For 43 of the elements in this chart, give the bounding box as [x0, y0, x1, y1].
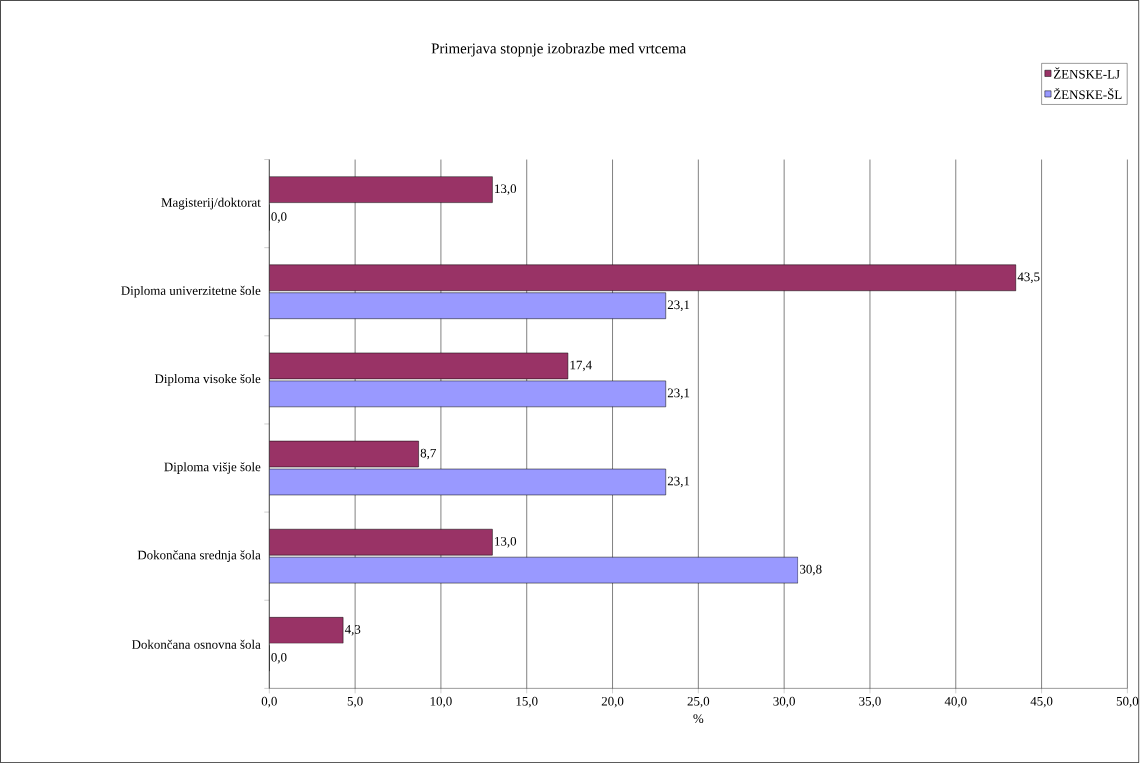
- y-tick-label: Magisterij/doktorat: [161, 197, 261, 210]
- bar: [269, 352, 569, 380]
- x-tick-label: 5,0: [347, 696, 363, 708]
- x-tick-label: 35,0: [859, 696, 881, 708]
- chart-title: Primerjava stopnje izobrazbe med vrtcema: [431, 42, 687, 57]
- bar: [269, 264, 1017, 291]
- x-tick-label: 25,0: [687, 696, 710, 708]
- y-tick-label: Diploma univerzitetne šole: [121, 285, 261, 298]
- x-tick-label: 30,0: [773, 696, 795, 708]
- legend-label: ŽENSKE-LJ: [1053, 67, 1120, 79]
- data-label: 4,3: [344, 625, 361, 636]
- y-tick-label: Diploma višje šole: [164, 462, 261, 474]
- legend-label: ŽENSKE-ŠL: [1053, 87, 1122, 100]
- data-label: 17,4: [570, 360, 592, 372]
- data-label: 0,0: [271, 212, 287, 223]
- data-label: 13,0: [495, 184, 517, 195]
- data-label: 43,5: [1017, 272, 1040, 284]
- x-axis-title: %: [693, 714, 704, 723]
- y-tick-label: Diploma visoke šole: [154, 373, 261, 386]
- data-label: 23,1: [667, 388, 690, 400]
- x-tick-label: 15,0: [516, 696, 538, 708]
- x-tick-label: 0,0: [261, 696, 277, 708]
- bar: [269, 528, 493, 556]
- bar: [269, 292, 666, 319]
- x-tick-label: 20,0: [601, 696, 624, 708]
- data-label: 13,0: [495, 536, 517, 548]
- x-tick-label: 40,0: [944, 696, 967, 708]
- bar: [269, 380, 666, 408]
- x-tick-label: 50,0: [1116, 696, 1139, 708]
- x-tick-label: 45,0: [1030, 696, 1053, 708]
- data-label: 30,8: [800, 564, 822, 576]
- bar: [269, 556, 799, 584]
- bar: [269, 617, 344, 644]
- bar: [269, 440, 419, 468]
- data-label: 23,1: [667, 476, 690, 488]
- x-tick-label: 10,0: [430, 696, 452, 708]
- y-tick-label: Dokončana osnovna šola: [131, 639, 261, 649]
- bar: [269, 176, 493, 203]
- data-label: 0,0: [271, 652, 287, 664]
- data-label: 8,7: [420, 448, 436, 460]
- y-tick-label: Dokončana srednja šola: [137, 550, 261, 562]
- data-label: 23,1: [667, 300, 690, 311]
- bar: [269, 468, 666, 496]
